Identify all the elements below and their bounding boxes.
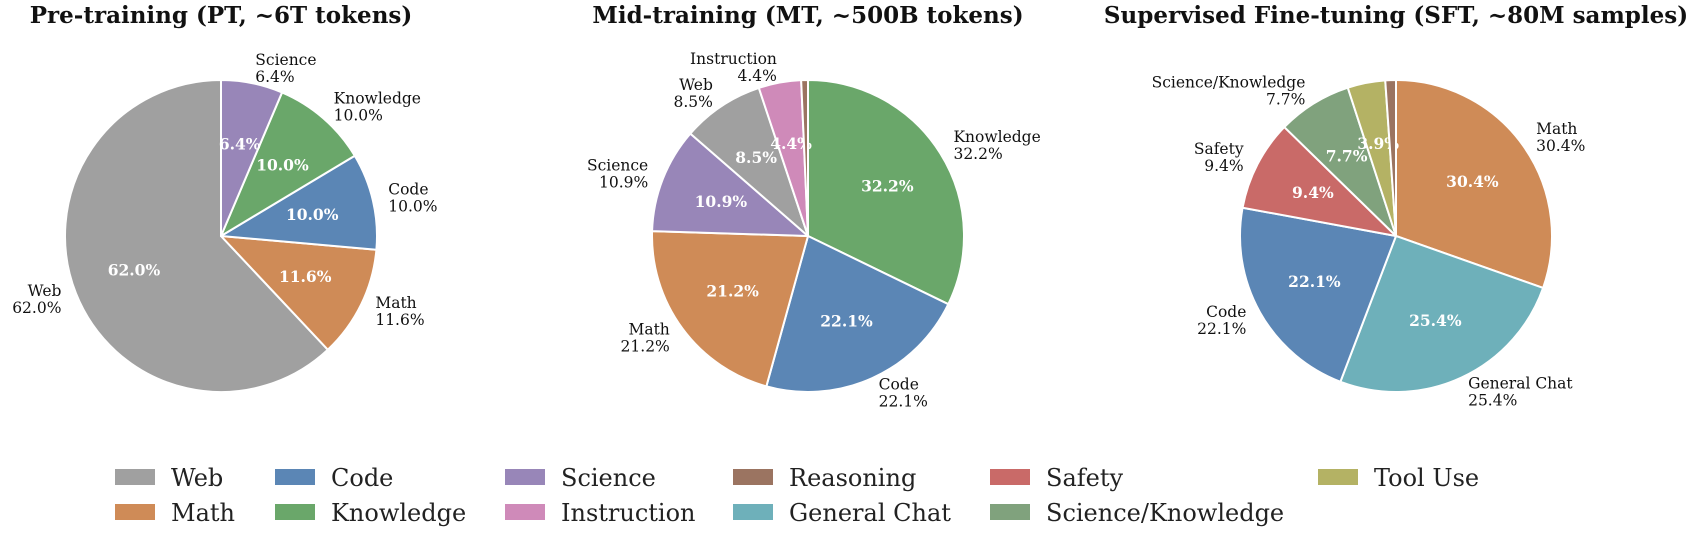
pie-slice-pretraining-code bbox=[220, 154, 378, 251]
pie-inner-label-pretraining-science: 6.4% bbox=[219, 134, 261, 153]
pie-pretraining: 62.0% Web 62.0% 11.6% Math 11.6% 10.0% Code 10.0… bbox=[12, 51, 437, 393]
pie-outer-label-sft-safety: Safety 9.4% bbox=[1194, 140, 1244, 175]
legend-swatch-math bbox=[115, 504, 155, 520]
pie-slice-sft-safety bbox=[1241, 126, 1397, 237]
pie-inner-label-sft-general-chat: 25.4% bbox=[1409, 311, 1462, 330]
pie-inner-label-midtraining-math: 21.2% bbox=[706, 281, 759, 300]
pie-outer-label-sft-general-chat: General Chat 25.4% bbox=[1468, 375, 1573, 410]
pie-slice-midtraining-slice-6 bbox=[800, 78, 809, 237]
pie-inner-label-pretraining-code: 10.0% bbox=[286, 205, 339, 224]
pie-outer-label-pretraining-knowledge: Knowledge 10.0% bbox=[334, 90, 421, 125]
pie-outer-label-midtraining-web: Web 8.5% bbox=[673, 76, 712, 111]
legend-label-math: Math bbox=[171, 499, 235, 527]
legend-swatch-knowledge bbox=[275, 504, 315, 520]
legend-swatch-science bbox=[505, 469, 545, 485]
pie-sft: 30.4% Math 30.4% 25.4% General Chat 25.4% 22.1… bbox=[1152, 73, 1586, 409]
pie-slice-midtraining-code bbox=[765, 235, 950, 393]
legend-swatch-code bbox=[275, 469, 315, 485]
legend-label-tool-use: Tool Use bbox=[1374, 464, 1479, 492]
pie-slice-sft-code bbox=[1239, 206, 1397, 383]
legend-label-web: Web bbox=[171, 464, 223, 492]
pie-outer-label-sft-math: Math 30.4% bbox=[1536, 120, 1585, 155]
pie-inner-label-sft-code: 22.1% bbox=[1288, 272, 1341, 291]
pie-slice-midtraining-knowledge bbox=[807, 79, 966, 306]
pie-outer-label-sft-code: Code 22.1% bbox=[1197, 303, 1246, 338]
pie-inner-label-midtraining-code: 22.1% bbox=[820, 311, 873, 330]
pie-inner-label-midtraining-instruction: 4.4% bbox=[770, 134, 812, 153]
pie-slice-pretraining-knowledge bbox=[220, 91, 356, 237]
pie-inner-label-pretraining-knowledge: 10.0% bbox=[256, 155, 309, 174]
chart-title-sft: Supervised Fine-tuning (SFT, ~80M sample… bbox=[1104, 2, 1688, 29]
pie-slice-sft-general-chat bbox=[1339, 235, 1545, 393]
pie-outer-label-midtraining-code: Code 22.1% bbox=[879, 375, 928, 410]
legend-label-knowledge: Knowledge bbox=[331, 499, 466, 527]
pie-slice-pretraining-science bbox=[220, 79, 284, 237]
pie-outer-label-pretraining-web: Web 62.0% bbox=[12, 282, 61, 317]
legend-label-reasoning: Reasoning bbox=[789, 464, 916, 492]
pie-inner-label-sft-math: 30.4% bbox=[1446, 172, 1499, 191]
legend-swatch-web bbox=[115, 469, 155, 485]
pie-inner-label-midtraining-science: 10.9% bbox=[695, 192, 748, 211]
legend-label-science: Science bbox=[561, 464, 656, 492]
chart-title-midtraining: Mid-training (MT, ~500B tokens) bbox=[592, 2, 1023, 29]
pie-outer-label-midtraining-math: Math 21.2% bbox=[621, 321, 670, 356]
pie-outer-label-pretraining-code: Code 10.0% bbox=[388, 181, 437, 216]
legend-swatch-instruction bbox=[505, 504, 545, 520]
pie-slice-pretraining-web bbox=[64, 79, 329, 393]
pie-inner-label-midtraining-knowledge: 32.2% bbox=[861, 176, 914, 195]
pie-inner-label-pretraining-web: 62.0% bbox=[108, 260, 161, 279]
pie-slice-pretraining-math bbox=[220, 235, 378, 351]
legend-label-code: Code bbox=[331, 464, 393, 492]
pie-inner-label-midtraining-web: 8.5% bbox=[735, 148, 777, 167]
legend-swatch-reasoning bbox=[733, 469, 773, 485]
legend-label-general-chat: General Chat bbox=[789, 499, 951, 527]
legend-swatch-science-knowledge bbox=[990, 504, 1030, 520]
pie-outer-label-midtraining-science: Science 10.9% bbox=[587, 156, 648, 191]
pie-outer-label-midtraining-knowledge: Knowledge 32.2% bbox=[953, 128, 1040, 163]
legend: Web Math Code Knowledge Science Instruction Re… bbox=[115, 464, 1479, 527]
legend-label-safety: Safety bbox=[1046, 464, 1123, 492]
pie-outer-label-pretraining-math: Math 11.6% bbox=[375, 294, 424, 329]
legend-swatch-general-chat bbox=[733, 504, 773, 520]
pie-inner-label-sft-science-knowledge: 7.7% bbox=[1326, 147, 1368, 166]
pie-inner-label-pretraining-math: 11.6% bbox=[279, 267, 332, 286]
chart-title-pretraining: Pre-training (PT, ~6T tokens) bbox=[30, 2, 413, 29]
legend-label-instruction: Instruction bbox=[561, 499, 696, 527]
pie-outer-label-pretraining-science: Science 6.4% bbox=[255, 51, 316, 86]
pie-slice-sft-slice-6 bbox=[1384, 78, 1397, 237]
pie-slice-midtraining-web bbox=[689, 86, 809, 237]
pie-slice-midtraining-science bbox=[651, 132, 809, 237]
legend-swatch-tool-use bbox=[1318, 469, 1358, 485]
pie-outer-label-sft-science-knowledge: Science/Knowledge 7.7% bbox=[1152, 73, 1306, 108]
pie-midtraining: 32.2% Knowledge 32.2% 22.1% Code 22.1% 21.2% Ma… bbox=[587, 50, 1041, 410]
pie-slice-sft-math bbox=[1395, 79, 1553, 289]
legend-swatch-safety bbox=[990, 469, 1030, 485]
legend-label-science-knowledge: Science/Knowledge bbox=[1046, 499, 1284, 527]
pie-outer-label-midtraining-instruction: Instruction 4.4% bbox=[690, 50, 777, 85]
pie-inner-label-sft-safety: 9.4% bbox=[1292, 183, 1334, 202]
pie-slice-midtraining-math bbox=[651, 230, 809, 388]
